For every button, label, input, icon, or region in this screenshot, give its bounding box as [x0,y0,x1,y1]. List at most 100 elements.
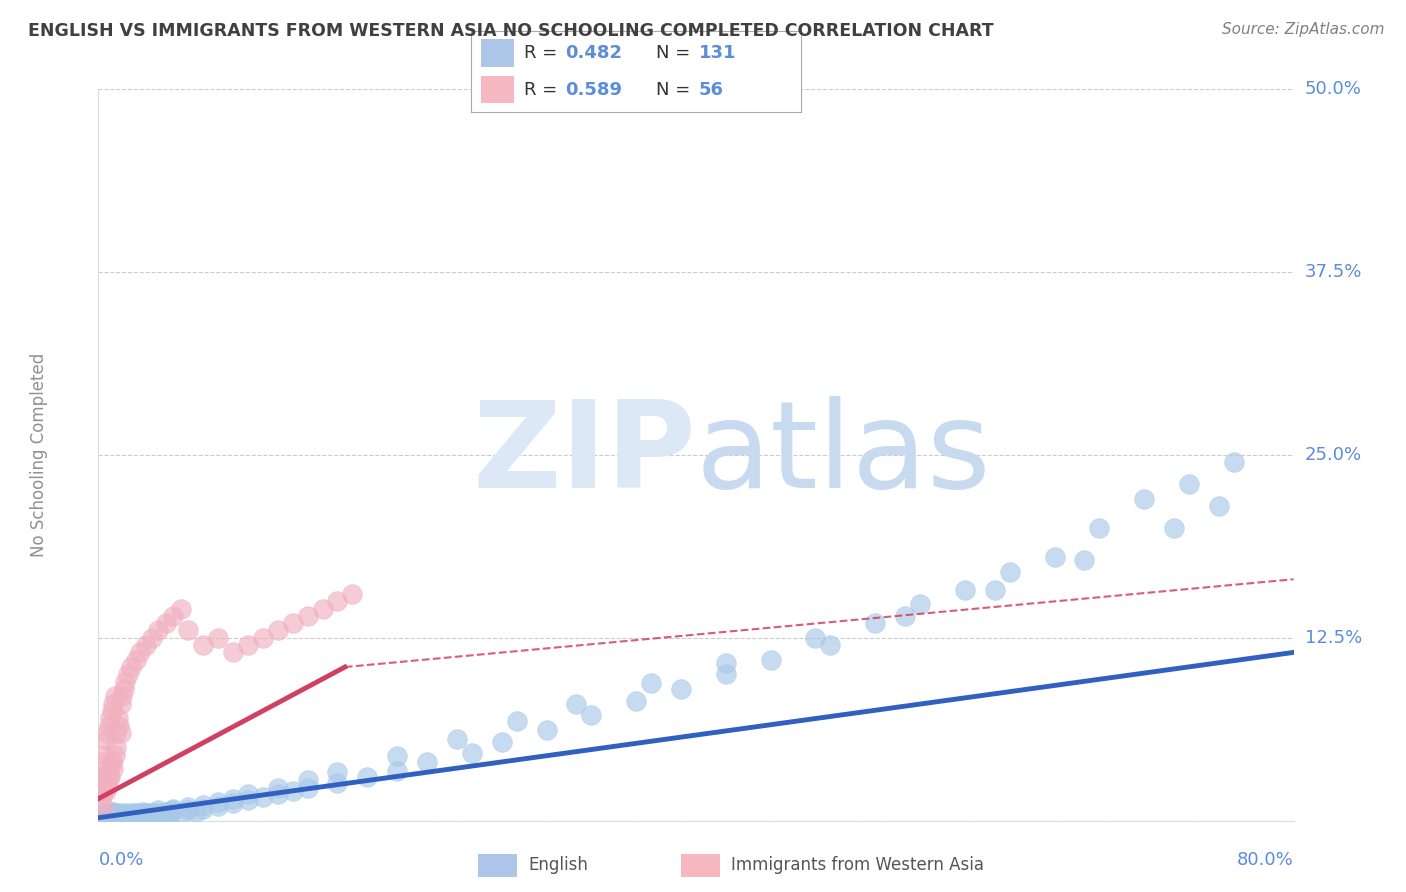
Point [536,723,558,737]
Point [207,799,229,814]
Point [114,674,136,689]
Point [105,807,128,822]
Point [94,784,117,798]
Point [94,811,117,825]
Point [117,806,139,821]
Point [89,784,111,798]
Text: 50.0%: 50.0% [1305,80,1361,98]
Point [121,806,143,821]
Point [311,601,333,615]
Point [132,805,155,819]
Point [104,806,127,821]
Point [111,811,134,825]
Text: 37.5%: 37.5% [1305,263,1362,281]
Point [117,667,139,681]
Text: N =: N = [657,81,696,99]
Point [953,582,976,597]
Bar [478,854,517,877]
Point [894,608,917,623]
Bar [681,854,720,877]
Point [104,809,127,823]
Point [191,638,214,652]
Point [759,653,782,667]
Point [97,811,120,825]
Point [236,638,259,652]
Point [342,587,364,601]
Point [114,807,136,822]
Point [96,777,118,791]
Point [127,809,149,823]
Point [222,791,245,805]
Point [107,809,129,823]
Point [98,809,122,823]
Point [97,763,120,777]
Text: Source: ZipAtlas.com: Source: ZipAtlas.com [1222,22,1385,37]
Point [236,793,259,807]
Point [1088,521,1111,535]
Point [103,805,125,819]
Text: R =: R = [524,44,562,62]
Point [124,811,146,825]
Point [281,616,304,631]
Point [110,811,132,825]
Point [93,784,115,798]
Point [97,811,120,825]
Point [150,806,173,821]
Point [128,806,150,821]
Text: 25.0%: 25.0% [1305,446,1362,464]
Point [155,805,177,819]
Point [865,616,887,631]
Point [141,631,163,645]
Point [714,667,737,681]
Point [461,747,484,761]
Point [101,755,124,769]
Point [120,809,142,823]
Point [326,594,349,608]
Point [107,811,129,825]
Point [820,638,842,652]
Point [115,811,138,825]
Point [93,807,115,822]
Point [91,806,114,821]
Point [98,807,122,822]
Point [129,645,152,659]
Point [110,697,132,711]
Point [177,804,200,818]
Point [148,804,170,818]
Text: Immigrants from Western Asia: Immigrants from Western Asia [731,856,984,874]
Point [96,807,118,822]
Point [110,807,132,822]
Point [91,811,114,825]
Bar [481,76,515,103]
Point [110,726,132,740]
Point [120,660,142,674]
Point [135,638,157,652]
Point [105,740,128,755]
Point [169,601,191,615]
Point [1133,491,1156,506]
Text: N =: N = [657,44,696,62]
Point [491,734,513,748]
Point [1208,499,1230,513]
Point [135,807,157,822]
Point [104,747,127,762]
Point [94,806,117,821]
Text: ZIP: ZIP [472,396,696,514]
Point [91,777,114,791]
Point [385,749,409,764]
Point [131,811,153,825]
Point [565,697,588,711]
Point [129,807,152,822]
Point [125,807,148,822]
Point [98,809,122,823]
Point [153,809,176,823]
Point [112,806,135,821]
Point [148,624,170,638]
Point [297,608,319,623]
Point [93,809,115,823]
Point [162,608,184,623]
Point [94,770,117,784]
Point [581,708,603,723]
Point [101,807,124,822]
Point [93,809,115,823]
